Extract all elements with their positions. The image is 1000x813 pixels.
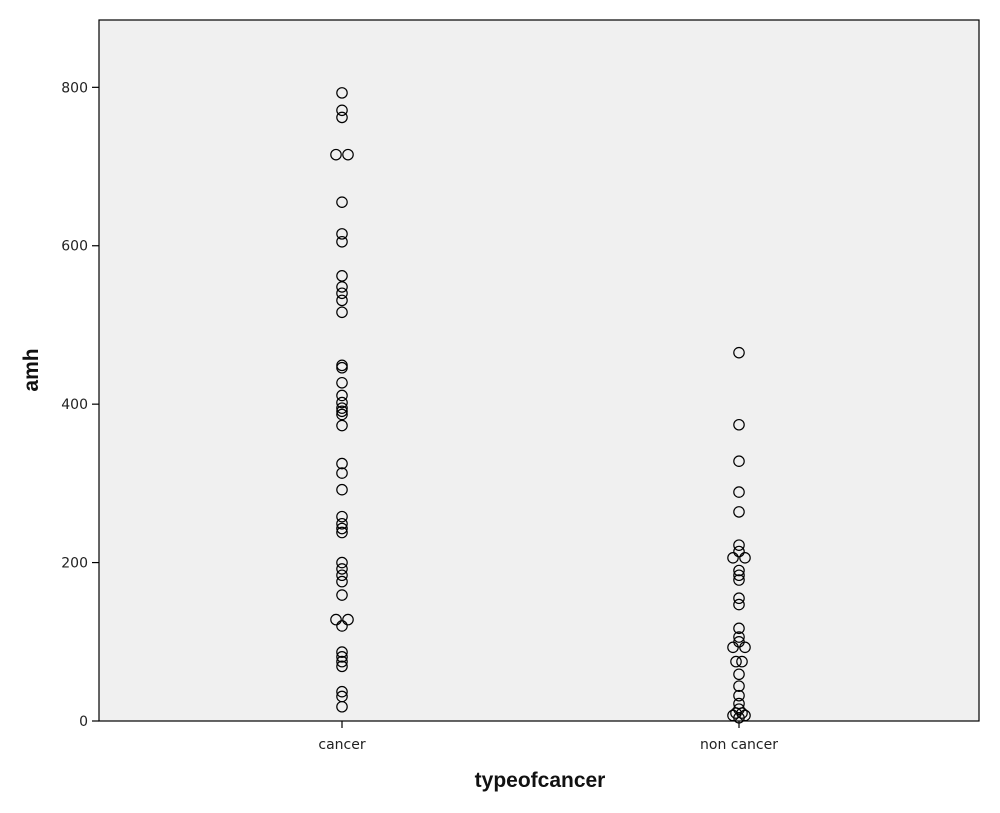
data-point (733, 631, 745, 643)
data-point (336, 405, 348, 418)
data-point (336, 575, 348, 588)
data-point (336, 196, 348, 208)
data-point (733, 486, 745, 498)
data-point (733, 545, 745, 558)
data-point (733, 569, 745, 582)
data-point (733, 598, 745, 611)
data-point (336, 287, 348, 300)
data-point (336, 111, 348, 124)
data-point (336, 87, 348, 99)
data-point (336, 569, 348, 582)
data-point (330, 148, 342, 161)
data-point (739, 709, 751, 722)
data-point (727, 552, 739, 564)
data-point (733, 564, 745, 577)
y-tick-label: 200 (61, 556, 88, 572)
data-point (733, 418, 745, 431)
data-point (733, 680, 745, 692)
data-point (336, 660, 348, 673)
data-point (733, 506, 745, 518)
data-point (330, 613, 342, 626)
data-point (336, 228, 348, 240)
data-point (727, 709, 739, 722)
y-axis-title: amh (20, 348, 43, 391)
data-point (727, 641, 739, 654)
y-tick-label: 400 (61, 397, 88, 413)
data-point (739, 641, 751, 654)
data-point (336, 563, 348, 575)
data-point (336, 467, 348, 479)
data-point (336, 655, 348, 668)
data-point (336, 517, 348, 530)
data-point (336, 294, 348, 307)
data-point (733, 539, 745, 551)
data-point (733, 592, 745, 605)
data-point (336, 685, 348, 698)
data-point (336, 419, 348, 432)
y-tick-label: 0 (79, 714, 88, 730)
y-axis: 0 200 400 600 800 (61, 80, 99, 730)
data-point (733, 668, 745, 681)
data-point (336, 589, 348, 601)
x-tick-label: cancer (318, 737, 365, 753)
data-point (342, 148, 354, 161)
data-point (336, 510, 348, 523)
data-point (336, 361, 348, 374)
data-point (733, 346, 745, 359)
x-axis-title: typeofcancer (475, 769, 606, 792)
data-point (730, 655, 742, 668)
data-point (336, 651, 348, 663)
x-axis: cancer non cancer (318, 721, 778, 753)
data-point (733, 455, 745, 467)
data-point (336, 104, 348, 117)
data-point (336, 389, 348, 402)
y-tick-label: 600 (61, 239, 88, 255)
data-point (733, 703, 745, 715)
data-point (736, 655, 748, 668)
data-point (336, 408, 348, 421)
data-point (336, 270, 348, 282)
data-point (739, 552, 751, 564)
data-point (336, 235, 348, 248)
data-points (330, 87, 751, 724)
data-point (733, 689, 745, 702)
data-point (336, 457, 348, 470)
data-point (336, 396, 348, 409)
data-point (336, 526, 348, 539)
data-point (336, 522, 348, 535)
data-point (342, 613, 354, 626)
data-point (336, 646, 348, 658)
data-point (336, 556, 348, 569)
data-point (336, 402, 348, 414)
x-tick-label: non cancer (700, 737, 778, 753)
data-point (733, 712, 745, 724)
plot-area (98, 19, 980, 722)
data-point (336, 700, 348, 713)
data-point (336, 281, 348, 293)
y-tick-label: 800 (61, 80, 88, 96)
data-point (733, 622, 745, 635)
data-point (733, 574, 745, 586)
data-point (336, 306, 348, 319)
data-point (336, 483, 348, 496)
data-point (336, 376, 348, 389)
data-point (336, 620, 348, 632)
